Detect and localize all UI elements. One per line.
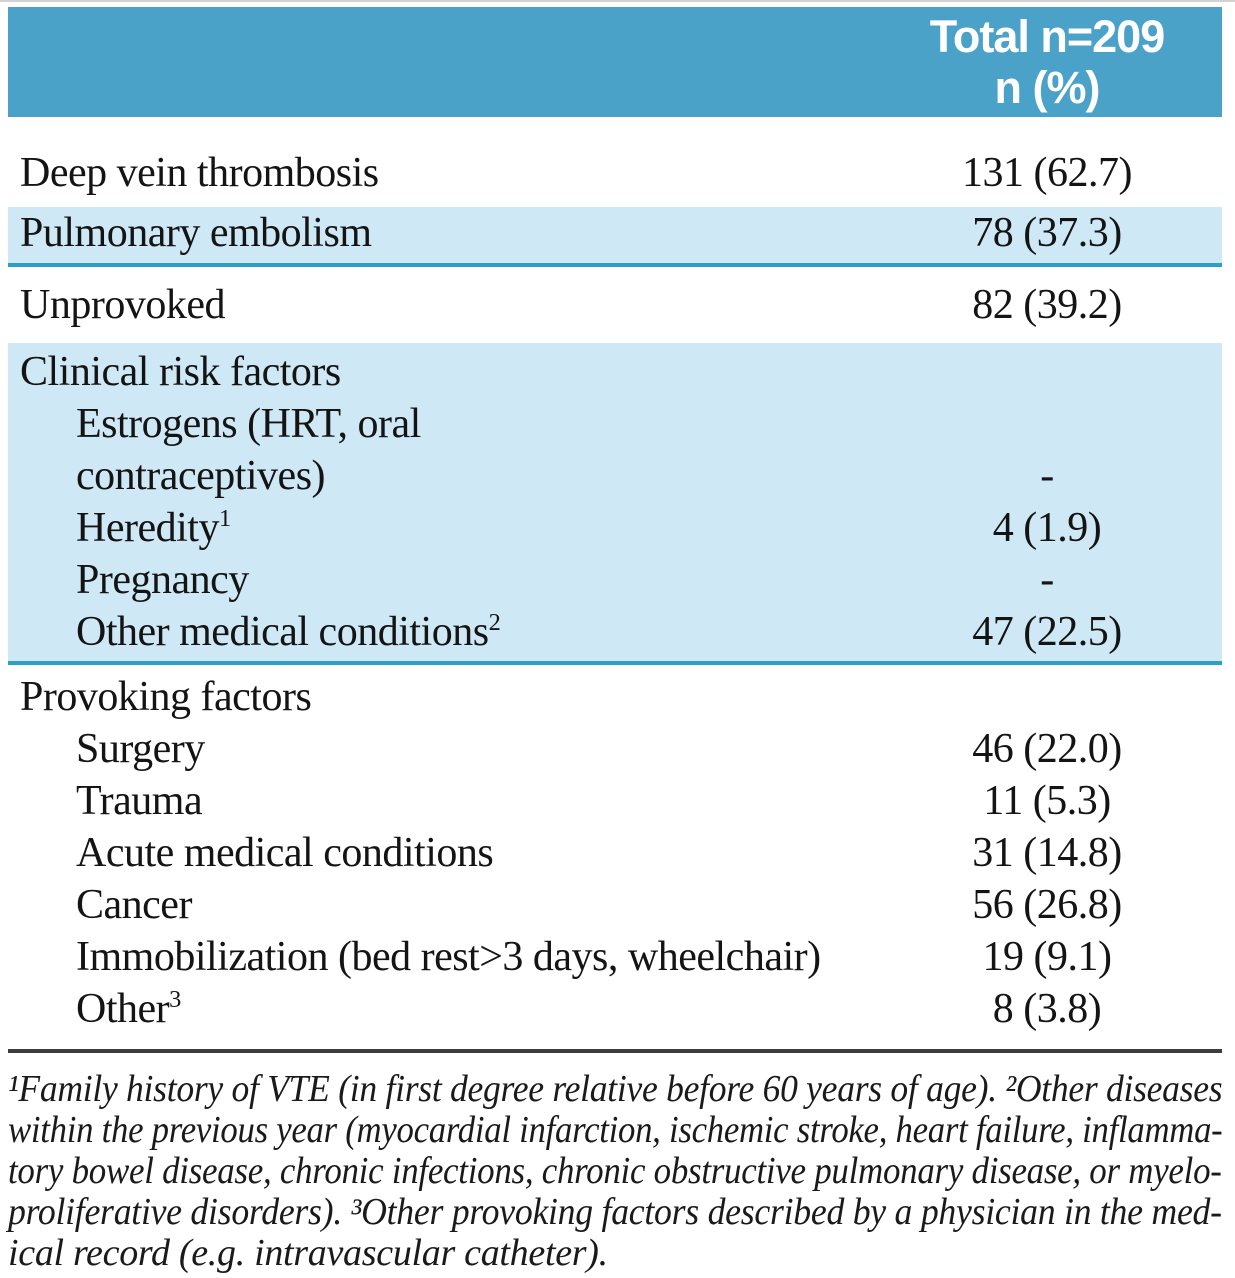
table-row: Cancer 56 (26.8) (8, 879, 1222, 931)
row-value: 8 (3.8) (992, 986, 1102, 1032)
table-body: Deep vein thrombosis 131 (62.7) Pulmonary … (8, 117, 1222, 1035)
row-value: 11 (5.3) (983, 778, 1111, 824)
footnote-divider (8, 1049, 1222, 1053)
table-row: Estrogens (HRT, oral contraceptives) - (8, 398, 1222, 502)
table-row: Pregnancy - (8, 554, 1222, 606)
table-row: Other3 8 (3.8) (8, 983, 1222, 1035)
row-label: Heredity1 (76, 505, 232, 551)
table-row: Immobilization (bed rest>3 days, wheelch… (8, 931, 1222, 983)
row-superscript: 3 (169, 986, 182, 1013)
table-header: Total n=209 n (%) (8, 7, 1222, 117)
row-label: Other3 (76, 986, 182, 1032)
table-section: Deep vein thrombosis 131 (62.7) (8, 117, 1222, 207)
row-value: 4 (1.9) (992, 505, 1102, 551)
row-label: Cancer (76, 882, 192, 928)
header-line-total: Total n=209 (929, 11, 1166, 62)
row-value: 31 (14.8) (972, 830, 1122, 876)
row-label: Pulmonary embolism (20, 210, 372, 256)
row-value: 19 (9.1) (982, 934, 1112, 980)
table-section: Unprovoked 82 (39.2) (8, 267, 1222, 343)
row-label: Unprovoked (20, 282, 225, 328)
table-row: Clinical risk factors (8, 346, 1222, 398)
row-value: 46 (22.0) (972, 726, 1122, 772)
row-label: Trauma (76, 778, 203, 824)
row-value: 82 (39.2) (972, 282, 1122, 328)
row-superscript: 2 (488, 609, 501, 636)
row-value: 47 (22.5) (972, 609, 1122, 655)
table-row: Other medical conditions2 47 (22.5) (8, 606, 1222, 658)
figure-top-edge (0, 0, 1235, 2)
table-row: Pulmonary embolism 78 (37.3) (8, 207, 1222, 263)
table-section: Pulmonary embolism 78 (37.3) (8, 207, 1222, 267)
table-row: Acute medical conditions 31 (14.8) (8, 827, 1222, 879)
table-row: Heredity1 4 (1.9) (8, 502, 1222, 554)
row-value: 56 (26.8) (972, 882, 1122, 928)
row-label: Surgery (76, 726, 205, 772)
table-row: Provoking factors (8, 671, 1222, 723)
footnote-line: tory bowel disease, chronic infections, … (8, 1150, 1222, 1192)
footnote: ¹Family history of VTE (in first degree … (8, 1068, 1223, 1274)
row-value: - (1040, 557, 1054, 603)
table-row: Trauma 11 (5.3) (8, 775, 1222, 827)
row-value: 78 (37.3) (972, 210, 1122, 256)
vte-characteristics-table: Total n=209 n (%) Deep vein thrombosis 13… (8, 7, 1223, 1274)
row-label: Estrogens (HRT, oral contraceptives) (76, 401, 421, 499)
row-label: Pregnancy (76, 557, 249, 603)
header-line-n-pct: n (%) (994, 62, 1101, 113)
row-value: 131 (62.7) (962, 150, 1132, 196)
footnote-line: within the previous year (myocardial inf… (8, 1109, 1223, 1151)
row-label: Clinical risk factors (20, 349, 341, 395)
row-label: Acute medical conditions (76, 830, 494, 876)
row-label: Provoking factors (20, 674, 312, 720)
row-label: Other medical conditions2 (76, 609, 501, 655)
row-label: Immobilization (bed rest>3 days, wheelch… (76, 934, 821, 980)
table-section: Provoking factors Surgery 46 (22.0) Trauma 1… (8, 665, 1222, 1035)
table-row: Surgery 46 (22.0) (8, 723, 1222, 775)
total-column-header: Total n=209 n (%) (872, 11, 1222, 113)
table-section: Clinical risk factors Estrogens (HRT, ora… (8, 343, 1222, 665)
footnote-line: ¹Family history of VTE (in first degree … (8, 1068, 1223, 1110)
footnote-line: ical record (e.g. intravascular catheter… (8, 1232, 608, 1274)
row-label: Deep vein thrombosis (20, 150, 379, 196)
table-row: Unprovoked 82 (39.2) (8, 267, 1222, 343)
row-superscript: 1 (218, 505, 232, 532)
row-value: - (1040, 453, 1054, 499)
table-row: Deep vein thrombosis 131 (62.7) (8, 117, 1222, 207)
footnote-line: proliferative disorders). ³Other provoki… (8, 1191, 1222, 1233)
